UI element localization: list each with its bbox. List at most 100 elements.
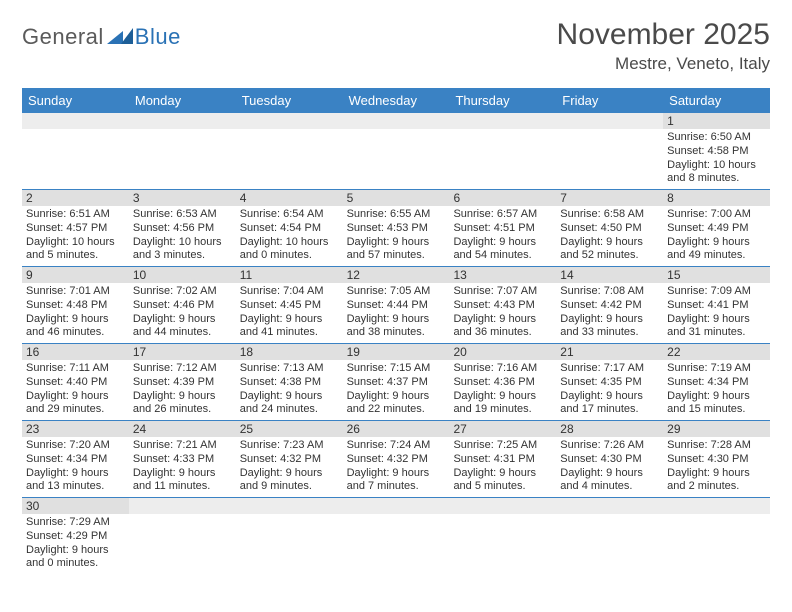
day-number-row <box>129 498 236 514</box>
sunset-text: Sunset: 4:31 PM <box>453 453 552 467</box>
day-number-row: 6 <box>449 190 556 206</box>
day-number-row: 18 <box>236 344 343 360</box>
day-number-row: 5 <box>343 190 450 206</box>
sunset-text: Sunset: 4:44 PM <box>347 299 446 313</box>
day-number-row: 13 <box>449 267 556 283</box>
sunset-text: Sunset: 4:34 PM <box>26 453 125 467</box>
daylight-text-1: Daylight: 9 hours <box>667 313 766 327</box>
daylight-text-2: and 57 minutes. <box>347 249 446 263</box>
day-number: 12 <box>343 268 360 282</box>
daylight-text-1: Daylight: 9 hours <box>26 544 125 558</box>
sunset-text: Sunset: 4:46 PM <box>133 299 232 313</box>
calendar-day <box>22 113 129 189</box>
day-body <box>129 129 236 183</box>
daylight-text-1: Daylight: 10 hours <box>240 236 339 250</box>
daylight-text-2: and 54 minutes. <box>453 249 552 263</box>
day-number: 22 <box>663 345 680 359</box>
daylight-text-1: Daylight: 9 hours <box>560 467 659 481</box>
logo: General Blue <box>22 24 181 50</box>
day-number-row <box>129 113 236 129</box>
daylight-text-2: and 26 minutes. <box>133 403 232 417</box>
calendar-week: 30Sunrise: 7:29 AMSunset: 4:29 PMDayligh… <box>22 498 770 574</box>
day-body: Sunrise: 7:00 AMSunset: 4:49 PMDaylight:… <box>663 206 770 266</box>
daylight-text-2: and 36 minutes. <box>453 326 552 340</box>
daylight-text-2: and 9 minutes. <box>240 480 339 494</box>
sunrise-text: Sunrise: 7:26 AM <box>560 439 659 453</box>
day-body: Sunrise: 7:16 AMSunset: 4:36 PMDaylight:… <box>449 360 556 420</box>
calendar-day <box>343 498 450 574</box>
sunset-text: Sunset: 4:33 PM <box>133 453 232 467</box>
day-body: Sunrise: 7:28 AMSunset: 4:30 PMDaylight:… <box>663 437 770 497</box>
sunset-text: Sunset: 4:37 PM <box>347 376 446 390</box>
day-body: Sunrise: 7:21 AMSunset: 4:33 PMDaylight:… <box>129 437 236 497</box>
daylight-text-1: Daylight: 9 hours <box>667 390 766 404</box>
daylight-text-2: and 33 minutes. <box>560 326 659 340</box>
day-number-row: 27 <box>449 421 556 437</box>
sunrise-text: Sunrise: 7:16 AM <box>453 362 552 376</box>
calendar-day: 20Sunrise: 7:16 AMSunset: 4:36 PMDayligh… <box>449 344 556 420</box>
sunset-text: Sunset: 4:32 PM <box>240 453 339 467</box>
calendar-day <box>556 113 663 189</box>
weekday-header: Sunday Monday Tuesday Wednesday Thursday… <box>22 88 770 113</box>
day-number-row: 19 <box>343 344 450 360</box>
day-body <box>343 514 450 568</box>
day-number-row: 8 <box>663 190 770 206</box>
day-number: 21 <box>556 345 573 359</box>
day-body: Sunrise: 7:04 AMSunset: 4:45 PMDaylight:… <box>236 283 343 343</box>
day-number-row <box>449 498 556 514</box>
daylight-text-1: Daylight: 9 hours <box>240 390 339 404</box>
day-body: Sunrise: 7:26 AMSunset: 4:30 PMDaylight:… <box>556 437 663 497</box>
sunset-text: Sunset: 4:30 PM <box>667 453 766 467</box>
day-body: Sunrise: 7:23 AMSunset: 4:32 PMDaylight:… <box>236 437 343 497</box>
day-number: 26 <box>343 422 360 436</box>
sunset-text: Sunset: 4:53 PM <box>347 222 446 236</box>
sunset-text: Sunset: 4:56 PM <box>133 222 232 236</box>
day-body: Sunrise: 7:09 AMSunset: 4:41 PMDaylight:… <box>663 283 770 343</box>
calendar-day: 26Sunrise: 7:24 AMSunset: 4:32 PMDayligh… <box>343 421 450 497</box>
day-number: 11 <box>236 268 252 282</box>
weekday-label: Saturday <box>663 88 770 113</box>
daylight-text-1: Daylight: 9 hours <box>347 236 446 250</box>
day-body: Sunrise: 6:50 AMSunset: 4:58 PMDaylight:… <box>663 129 770 189</box>
calendar-day: 23Sunrise: 7:20 AMSunset: 4:34 PMDayligh… <box>22 421 129 497</box>
title-block: November 2025 Mestre, Veneto, Italy <box>557 18 770 74</box>
calendar-week: 16Sunrise: 7:11 AMSunset: 4:40 PMDayligh… <box>22 344 770 421</box>
calendar-day: 1Sunrise: 6:50 AMSunset: 4:58 PMDaylight… <box>663 113 770 189</box>
calendar-day <box>449 498 556 574</box>
day-number-row: 29 <box>663 421 770 437</box>
day-number-row: 22 <box>663 344 770 360</box>
day-number-row: 26 <box>343 421 450 437</box>
calendar-grid: 1Sunrise: 6:50 AMSunset: 4:58 PMDaylight… <box>22 113 770 574</box>
daylight-text-2: and 7 minutes. <box>347 480 446 494</box>
sunrise-text: Sunrise: 7:23 AM <box>240 439 339 453</box>
day-body <box>556 129 663 183</box>
day-number: 14 <box>556 268 573 282</box>
day-number: 3 <box>129 191 140 205</box>
weekday-label: Friday <box>556 88 663 113</box>
weekday-label: Sunday <box>22 88 129 113</box>
calendar-day <box>236 113 343 189</box>
sunset-text: Sunset: 4:35 PM <box>560 376 659 390</box>
day-body: Sunrise: 7:17 AMSunset: 4:35 PMDaylight:… <box>556 360 663 420</box>
daylight-text-1: Daylight: 9 hours <box>667 467 766 481</box>
day-number-row: 24 <box>129 421 236 437</box>
calendar-day: 7Sunrise: 6:58 AMSunset: 4:50 PMDaylight… <box>556 190 663 266</box>
calendar-day: 15Sunrise: 7:09 AMSunset: 4:41 PMDayligh… <box>663 267 770 343</box>
location: Mestre, Veneto, Italy <box>557 54 770 74</box>
calendar-day: 25Sunrise: 7:23 AMSunset: 4:32 PMDayligh… <box>236 421 343 497</box>
weekday-label: Monday <box>129 88 236 113</box>
sunset-text: Sunset: 4:43 PM <box>453 299 552 313</box>
daylight-text-2: and 13 minutes. <box>26 480 125 494</box>
day-body: Sunrise: 7:12 AMSunset: 4:39 PMDaylight:… <box>129 360 236 420</box>
daylight-text-1: Daylight: 9 hours <box>133 313 232 327</box>
day-body: Sunrise: 7:11 AMSunset: 4:40 PMDaylight:… <box>22 360 129 420</box>
daylight-text-2: and 5 minutes. <box>26 249 125 263</box>
day-number: 13 <box>449 268 466 282</box>
sunrise-text: Sunrise: 7:11 AM <box>26 362 125 376</box>
daylight-text-1: Daylight: 9 hours <box>240 467 339 481</box>
sunrise-text: Sunrise: 7:05 AM <box>347 285 446 299</box>
calendar-week: 2Sunrise: 6:51 AMSunset: 4:57 PMDaylight… <box>22 190 770 267</box>
day-body: Sunrise: 7:25 AMSunset: 4:31 PMDaylight:… <box>449 437 556 497</box>
sunrise-text: Sunrise: 6:50 AM <box>667 131 766 145</box>
daylight-text-1: Daylight: 9 hours <box>667 236 766 250</box>
